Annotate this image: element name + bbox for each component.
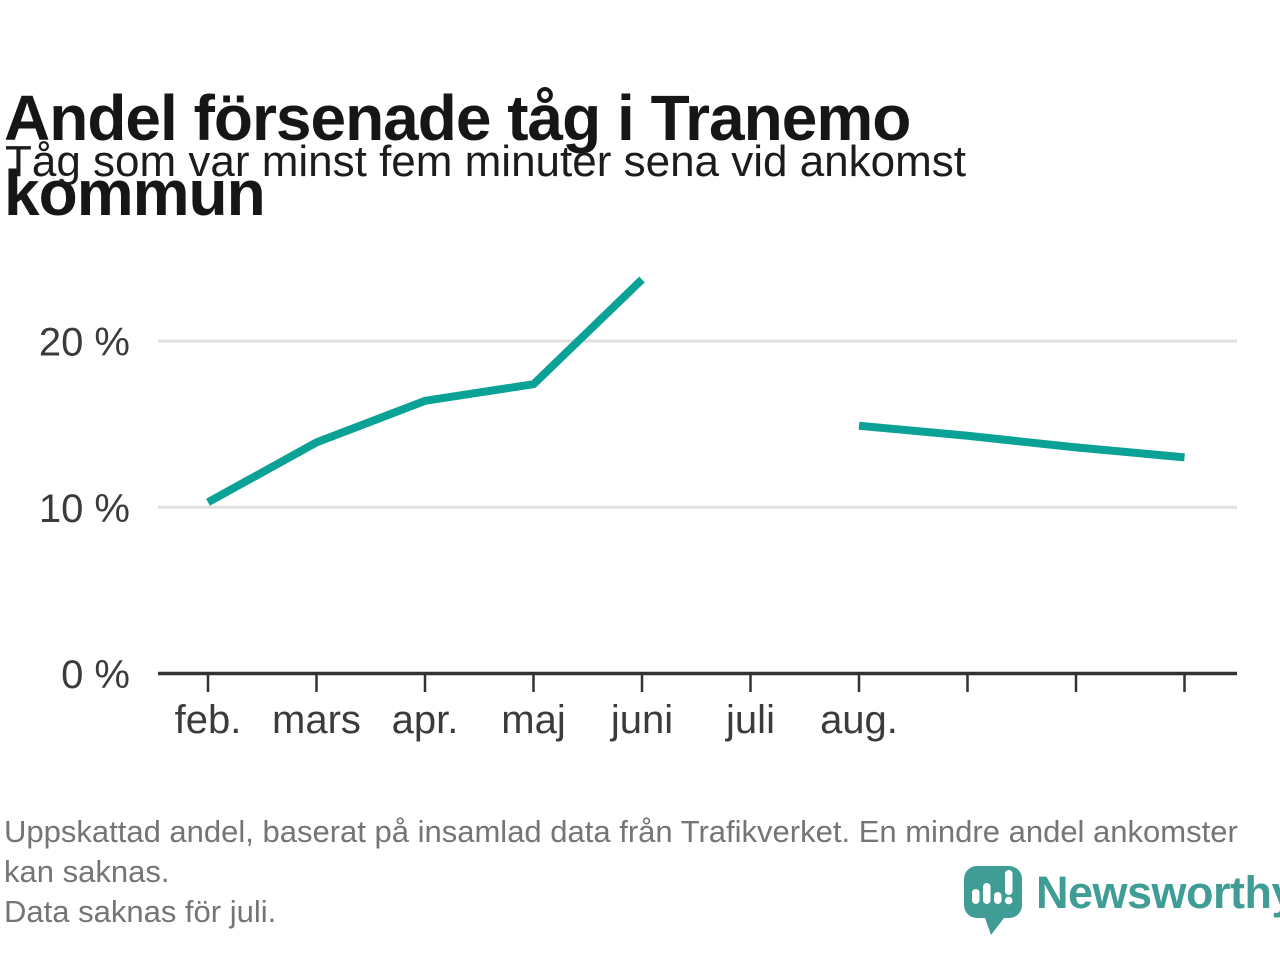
y-axis-label: 10 % xyxy=(39,487,130,531)
logo-exclamation-stem xyxy=(1005,870,1013,895)
logo-bar-small xyxy=(972,889,980,904)
x-axis-label: juni xyxy=(610,698,673,742)
y-axis-label: 0 % xyxy=(61,653,130,697)
line-chart-canvas: 0 % 10 % 20 % feb. mars apr. maj juni juli aug. xyxy=(39,276,1237,742)
logo-bar-short xyxy=(994,892,1002,904)
x-axis-label: feb. xyxy=(175,698,242,742)
missing-data-note: Data saknas för juli. xyxy=(4,894,277,929)
newsworthy-wordmark: Newsworthy xyxy=(1036,867,1280,918)
data-series-line xyxy=(206,276,645,506)
data-series-line xyxy=(858,421,1185,462)
x-axis-label: apr. xyxy=(392,698,459,742)
newsworthy-logo-icon xyxy=(964,866,1022,935)
x-axis-label: maj xyxy=(501,698,565,742)
x-axis-label: mars xyxy=(272,698,361,742)
x-axis-label: aug. xyxy=(820,698,898,742)
logo-exclamation-dot xyxy=(1004,896,1013,905)
y-axis-label: 20 % xyxy=(39,321,130,365)
chart-title: Andel försenade tåg i Tranemo kommun xyxy=(4,81,911,229)
source-note: Uppskattad andel, baserat på insamlad da… xyxy=(4,814,1238,889)
x-axis-label: juli xyxy=(725,698,775,742)
logo-bar-tall xyxy=(983,883,991,904)
source-note-block: Uppskattad andel, baserat på insamlad da… xyxy=(4,812,1252,932)
chart-subtitle: Tåg som var minst fem minuter sena vid a… xyxy=(5,137,966,186)
